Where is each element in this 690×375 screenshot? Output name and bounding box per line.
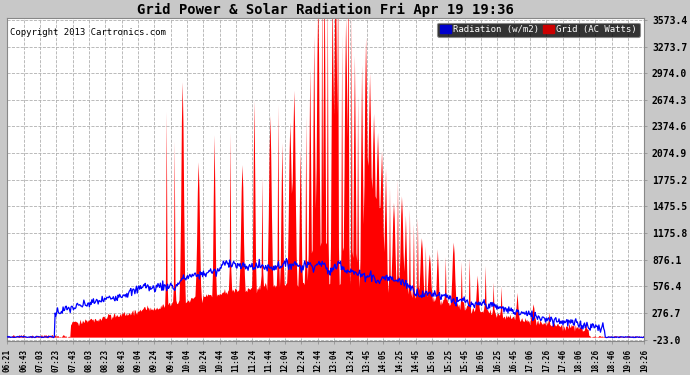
Legend: Radiation (w/m2), Grid (AC Watts): Radiation (w/m2), Grid (AC Watts) [437, 22, 640, 37]
Text: Copyright 2013 Cartronics.com: Copyright 2013 Cartronics.com [10, 28, 166, 37]
Title: Grid Power & Solar Radiation Fri Apr 19 19:36: Grid Power & Solar Radiation Fri Apr 19 … [137, 3, 514, 17]
